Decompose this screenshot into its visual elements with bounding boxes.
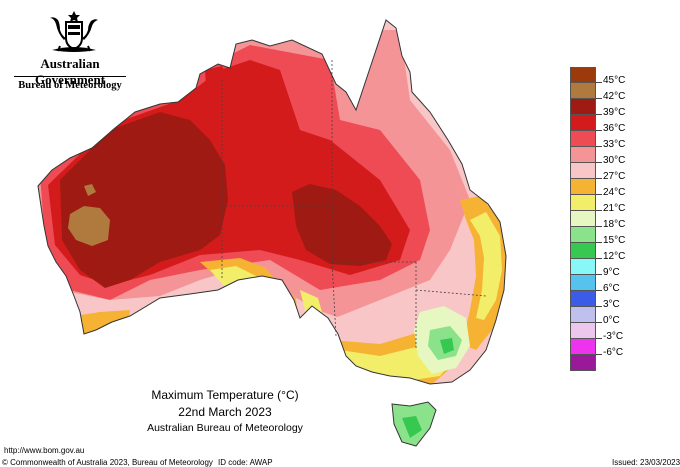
legend-row: 6°C	[570, 275, 632, 294]
id-code: ID code: AWAP	[218, 458, 273, 467]
legend-row: 45°C	[570, 67, 632, 86]
legend-swatch	[570, 115, 596, 131]
legend-tick	[596, 290, 602, 291]
legend-tick	[596, 146, 602, 147]
legend-row: 9°C	[570, 259, 632, 278]
government-name: Australian Government	[34, 56, 106, 87]
copyright-notice: © Commonwealth of Australia 2023, Bureau…	[2, 458, 213, 467]
legend-swatch	[570, 243, 596, 259]
legend-row: 24°C	[570, 179, 632, 198]
legend-tick	[596, 82, 602, 83]
legend-tick	[596, 98, 602, 99]
legend-label: 45°C	[603, 75, 626, 86]
legend-label: 33°C	[603, 139, 626, 150]
legend-label: 27°C	[603, 171, 626, 182]
legend-tick	[596, 306, 602, 307]
legend-label: 3°C	[603, 299, 620, 310]
legend-label: 24°C	[603, 187, 626, 198]
legend-tick	[596, 194, 602, 195]
legend-row: -6°C	[570, 339, 632, 358]
map-source: Australian Bureau of Meteorology	[147, 422, 303, 434]
legend-row: -3°C	[570, 323, 632, 342]
legend-row: 27°C	[570, 163, 632, 182]
legend-tick	[596, 178, 602, 179]
temperature-shading	[38, 20, 506, 384]
legend-row: 12°C	[570, 243, 632, 262]
legend-label: 21°C	[603, 203, 626, 214]
temperature-legend: 45°C 42°C 39°C 36°C 33°C 30°C 27°C 24°C …	[570, 67, 632, 371]
legend-tick	[596, 258, 602, 259]
legend-swatch	[570, 355, 596, 371]
temperature-map	[37, 19, 507, 447]
legend-label: -3°C	[603, 331, 624, 342]
legend-row	[570, 355, 632, 371]
legend-label: 30°C	[603, 155, 626, 166]
legend-label: 15°C	[603, 235, 626, 246]
legend-tick	[596, 114, 602, 115]
legend-tick	[596, 162, 602, 163]
logo-divider	[14, 76, 126, 77]
legend-row: 39°C	[570, 99, 632, 118]
legend-tick	[596, 338, 602, 339]
legend-row: 18°C	[570, 211, 632, 230]
legend-label: -6°C	[603, 347, 624, 358]
legend-tick	[596, 130, 602, 131]
tasmania	[391, 401, 437, 447]
legend-label: 39°C	[603, 107, 626, 118]
legend-tick	[596, 226, 602, 227]
legend-swatch	[570, 259, 596, 275]
bureau-name: Bureau of Meteorology	[18, 80, 122, 91]
legend-swatch	[570, 339, 596, 355]
legend-swatch	[570, 211, 596, 227]
coat-of-arms-icon	[50, 11, 98, 52]
legend-swatch	[570, 307, 596, 323]
mainland-coastline	[37, 19, 507, 385]
bom-website-link[interactable]: http://www.bom.gov.au	[4, 446, 85, 455]
legend-tick	[596, 322, 602, 323]
map-date: 22nd March 2023	[178, 405, 272, 419]
issued-date: Issued: 23/03/2023	[612, 458, 680, 467]
legend-row: 30°C	[570, 147, 632, 166]
legend-row: 42°C	[570, 83, 632, 102]
legend-swatch	[570, 147, 596, 163]
legend-row: 15°C	[570, 227, 632, 246]
legend-label: 42°C	[603, 91, 626, 102]
legend-row: 21°C	[570, 195, 632, 214]
legend-tick	[596, 210, 602, 211]
legend-label: 12°C	[603, 251, 626, 262]
legend-swatch	[570, 83, 596, 99]
legend-tick	[596, 274, 602, 275]
legend-swatch	[570, 195, 596, 211]
legend-swatch	[570, 291, 596, 307]
legend-swatch	[570, 163, 596, 179]
legend-tick	[596, 242, 602, 243]
legend-label: 18°C	[603, 219, 626, 230]
legend-row: 33°C	[570, 131, 632, 150]
legend-swatch	[570, 323, 596, 339]
legend-row: 0°C	[570, 307, 632, 326]
legend-swatch	[570, 227, 596, 243]
map-title: Maximum Temperature (°C)	[151, 388, 299, 402]
legend-label: 6°C	[603, 283, 620, 294]
legend-label: 36°C	[603, 123, 626, 134]
legend-swatch	[570, 179, 596, 195]
legend-tick	[596, 354, 602, 355]
legend-swatch	[570, 99, 596, 115]
state-borders	[221, 60, 487, 350]
government-logo: Australian Government Bureau of Meteorol…	[8, 10, 132, 100]
legend-label: 9°C	[603, 267, 620, 278]
legend-row: 36°C	[570, 115, 632, 134]
legend-swatch	[570, 131, 596, 147]
legend-label: 0°C	[603, 315, 620, 326]
legend-swatch	[570, 67, 596, 83]
legend-row: 3°C	[570, 291, 632, 310]
legend-swatch	[570, 275, 596, 291]
